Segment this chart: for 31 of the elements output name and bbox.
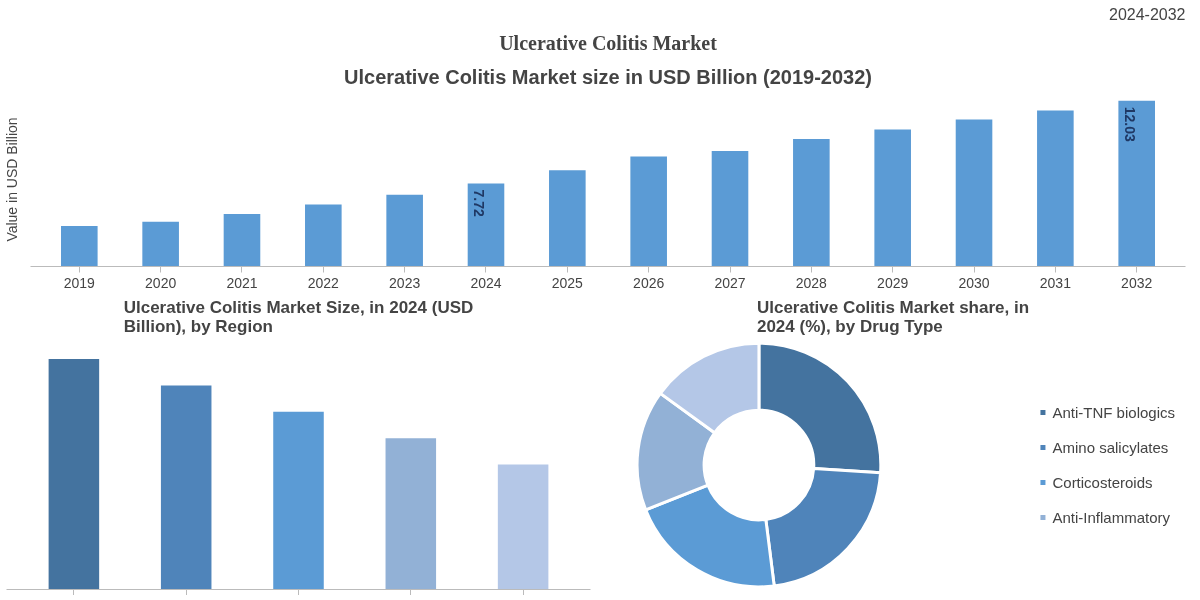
chart-title: Ulcerative Colitis Market size in USD Billion (2019-2032)	[344, 65, 872, 88]
bar	[385, 438, 437, 590]
x-tick-label: 2021	[226, 274, 258, 291]
x-tick-label: 2025	[551, 274, 584, 291]
legend-label: Amino salicylates	[1052, 438, 1169, 456]
legend-label: Anti-TNF biologics	[1052, 403, 1175, 421]
x-tick-label: 2032	[1121, 274, 1153, 291]
bar	[273, 411, 324, 590]
bar	[160, 385, 212, 590]
bar	[497, 464, 549, 590]
data-label: 7.72	[470, 189, 487, 218]
chart-title: Ulcerative Colitis Market Size, in 2024 (USD Billion), by Region	[123, 297, 474, 336]
y-axis-title: Value in USD Billion	[3, 117, 20, 242]
x-tick-label: 2019	[63, 274, 96, 291]
x-tick-label: 2026	[633, 274, 665, 291]
x-tick-label: 2027	[714, 274, 746, 291]
x-tick-label: 2023	[389, 274, 421, 291]
x-tick-label: 2028	[795, 274, 828, 291]
x-tick-label: 2030	[958, 274, 990, 291]
text: 2024-2032	[1108, 5, 1186, 23]
bar	[48, 358, 100, 590]
chart-title: Ulcerative Colitis Market share, in 2024 (%), by Drug Type	[756, 297, 1030, 336]
x-tick-label: 2029	[877, 274, 909, 291]
x-tick-label: 2031	[1039, 274, 1072, 291]
legend-label: Anti-Inflammatory	[1052, 508, 1170, 526]
x-tick-label: 2022	[307, 274, 340, 291]
x-tick-label: 2024	[470, 274, 502, 291]
legend-label: Corticosteroids	[1052, 473, 1153, 491]
text: Ulcerative Colitis Market	[499, 31, 718, 54]
x-tick-label: 2020	[145, 274, 177, 291]
data-label: 12.03	[1121, 106, 1138, 143]
